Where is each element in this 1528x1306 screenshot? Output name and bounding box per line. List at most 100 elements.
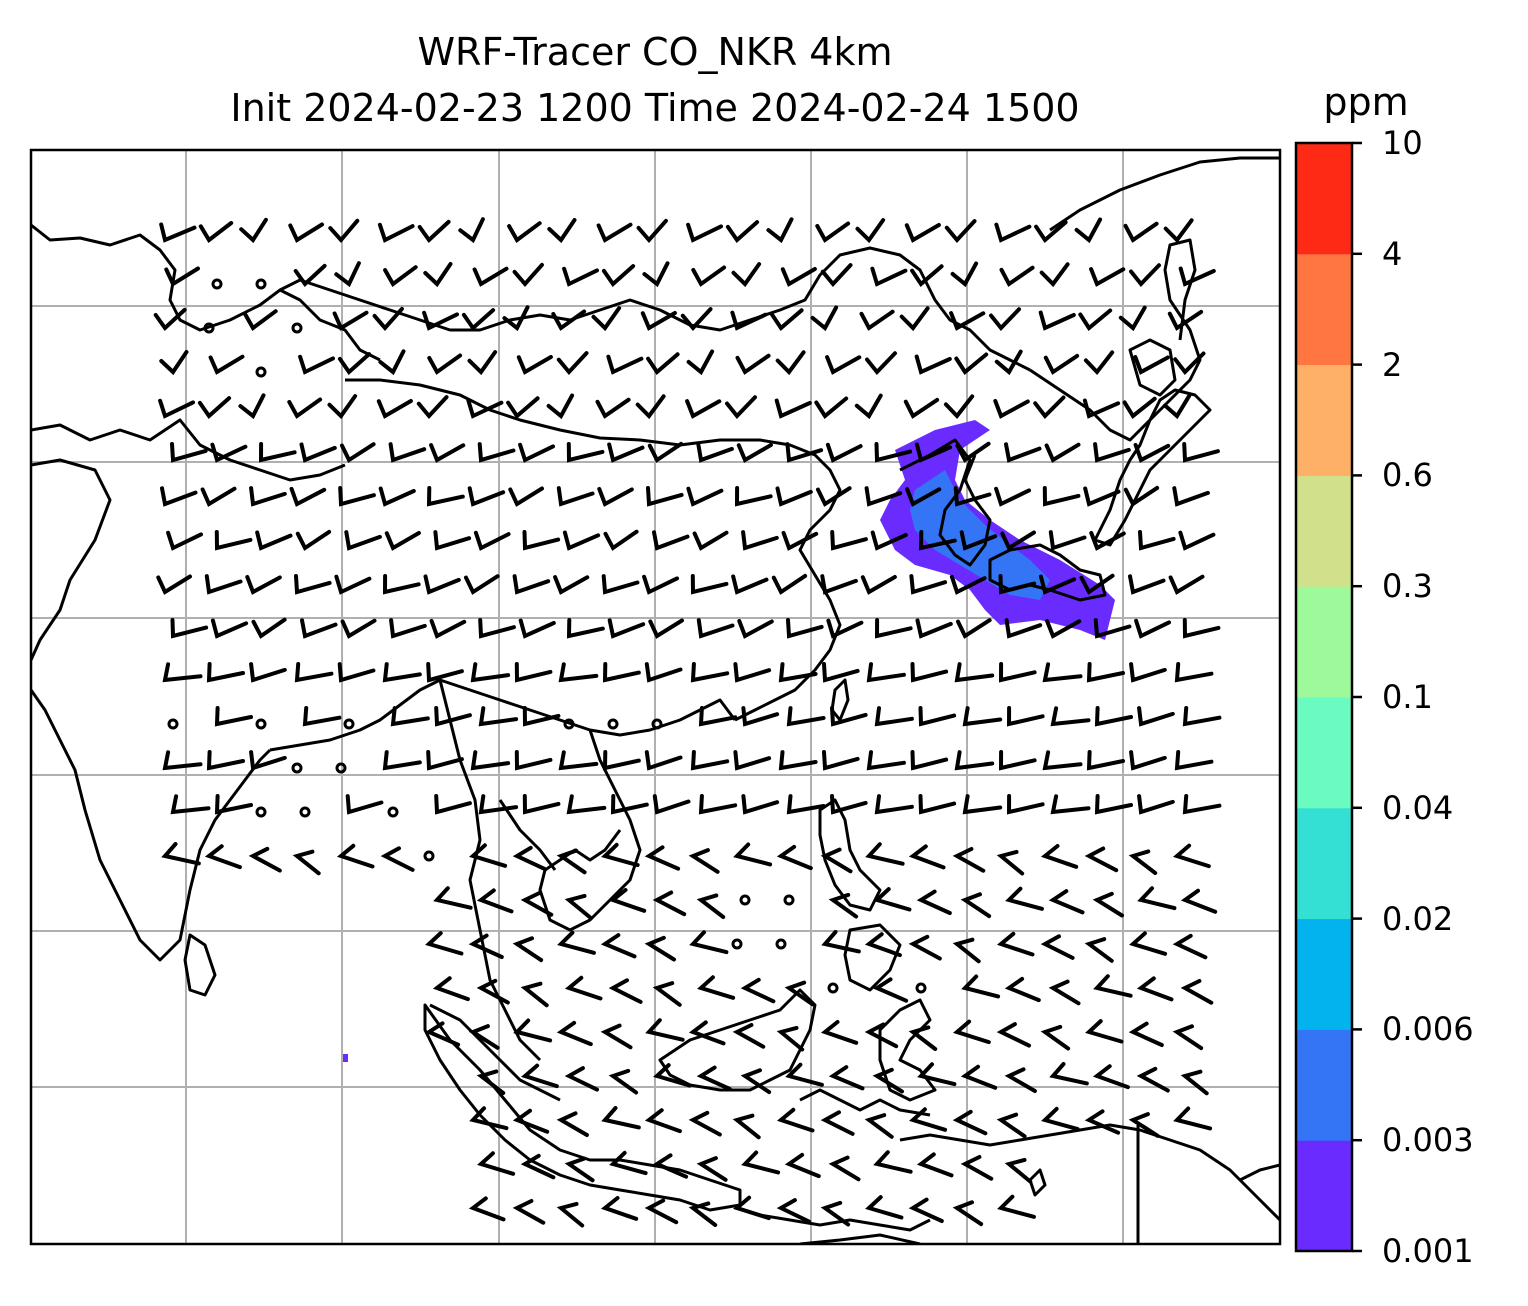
wind-barb bbox=[910, 750, 949, 771]
wind-barb bbox=[556, 486, 595, 507]
wind-barb bbox=[522, 794, 561, 815]
wind-barb bbox=[1006, 794, 1045, 815]
wind-barb bbox=[153, 307, 187, 332]
wind-barb bbox=[287, 397, 323, 419]
wind-barb bbox=[206, 662, 245, 683]
wind-barb bbox=[506, 396, 540, 419]
wind-barb bbox=[864, 1022, 899, 1049]
wind-barb bbox=[512, 845, 548, 872]
wind-barb bbox=[468, 1024, 500, 1050]
wind-barb bbox=[644, 750, 683, 771]
wind-barb bbox=[258, 442, 297, 463]
wind-barb bbox=[652, 981, 682, 1007]
wind-barb bbox=[239, 217, 268, 244]
wind-barb bbox=[1093, 974, 1133, 998]
calm-marker bbox=[731, 938, 743, 950]
wind-barb bbox=[640, 311, 677, 331]
wind-barb bbox=[597, 487, 634, 507]
wind-barb bbox=[1048, 979, 1081, 1006]
wind-barb bbox=[378, 486, 416, 507]
wind-barb bbox=[1049, 1062, 1089, 1086]
wind-barb bbox=[1173, 351, 1206, 376]
colorbar-tick-label: 0.6 bbox=[1382, 456, 1433, 495]
wind-barb bbox=[427, 353, 463, 375]
wind-barb bbox=[918, 794, 957, 815]
wind-barb bbox=[910, 264, 944, 287]
wind-barb bbox=[1050, 706, 1091, 727]
colorbar-segment bbox=[1296, 253, 1352, 366]
wind-barb bbox=[741, 1150, 781, 1175]
wind-barb bbox=[170, 442, 208, 463]
wind-barb bbox=[1038, 310, 1076, 331]
wind-barb bbox=[1129, 263, 1161, 288]
wind-barb bbox=[916, 1152, 954, 1178]
wind-barb bbox=[1039, 262, 1070, 288]
wind-barb bbox=[461, 308, 496, 331]
colorbar-tick-label: 0.003 bbox=[1382, 1121, 1474, 1160]
colorbar-segment bbox=[1296, 586, 1352, 698]
wind-barb bbox=[249, 486, 287, 507]
wind-barb bbox=[820, 847, 853, 874]
wind-barb bbox=[996, 1022, 1031, 1048]
wind-barb bbox=[380, 846, 415, 872]
wind-barb bbox=[608, 978, 643, 1004]
wind-barb bbox=[1128, 1112, 1160, 1138]
wind-barb bbox=[204, 844, 242, 870]
wind-barb bbox=[1129, 931, 1168, 956]
wind-barb bbox=[345, 794, 384, 815]
wind-barb bbox=[771, 573, 808, 595]
wind-barb bbox=[557, 930, 596, 955]
wind-barb bbox=[998, 662, 1037, 683]
wind-barb bbox=[994, 222, 1032, 243]
wind-barb bbox=[828, 892, 859, 919]
calm-marker bbox=[915, 982, 927, 994]
wind-barb bbox=[1083, 486, 1121, 507]
wind-barb bbox=[737, 619, 774, 639]
wind-barb bbox=[732, 1195, 771, 1221]
wind-barb bbox=[1093, 618, 1132, 639]
wind-barb bbox=[214, 530, 253, 551]
wind-barb bbox=[686, 222, 723, 243]
wind-barb bbox=[389, 618, 427, 639]
wind-barb bbox=[954, 662, 995, 683]
wind-barb bbox=[469, 1106, 509, 1131]
wind-barb bbox=[820, 1200, 851, 1227]
wind-barb bbox=[422, 310, 459, 331]
wind-barb bbox=[1174, 750, 1214, 771]
wind-barb bbox=[382, 574, 421, 595]
wind-barb bbox=[520, 891, 554, 917]
wind-barb bbox=[690, 662, 730, 683]
wind-barb bbox=[433, 886, 473, 910]
wind-barb bbox=[903, 397, 940, 419]
wind-barb bbox=[864, 486, 903, 507]
wind-barb bbox=[820, 263, 853, 288]
wind-barb bbox=[464, 574, 500, 595]
calm-marker bbox=[651, 718, 663, 730]
wind-barb bbox=[830, 530, 868, 551]
wind-barb bbox=[916, 889, 952, 915]
wind-barb bbox=[558, 750, 599, 771]
wind-barb bbox=[899, 306, 930, 332]
wind-barb bbox=[642, 261, 670, 288]
wind-barb bbox=[680, 307, 713, 332]
wind-barb bbox=[1093, 442, 1131, 463]
wind-barb bbox=[908, 844, 946, 870]
wind-barb bbox=[377, 222, 415, 243]
wind-barb bbox=[328, 218, 360, 244]
wind-barb bbox=[914, 442, 953, 463]
wind-barb bbox=[944, 219, 977, 244]
wind-barb bbox=[1089, 531, 1126, 551]
wind-barb bbox=[1172, 843, 1211, 869]
wind-barb bbox=[416, 395, 449, 420]
wind-barb bbox=[600, 933, 637, 959]
wind-barb bbox=[996, 931, 1035, 957]
wind-barb bbox=[1118, 305, 1147, 332]
wind-barb bbox=[1129, 750, 1167, 771]
wind-barb bbox=[1178, 530, 1216, 551]
wind-barb bbox=[606, 354, 644, 375]
wind-barb bbox=[1079, 573, 1115, 595]
calm-wind-markers bbox=[167, 278, 927, 994]
wind-barb bbox=[466, 398, 504, 419]
wind-barb bbox=[334, 261, 361, 288]
wind-barb bbox=[1167, 309, 1204, 331]
